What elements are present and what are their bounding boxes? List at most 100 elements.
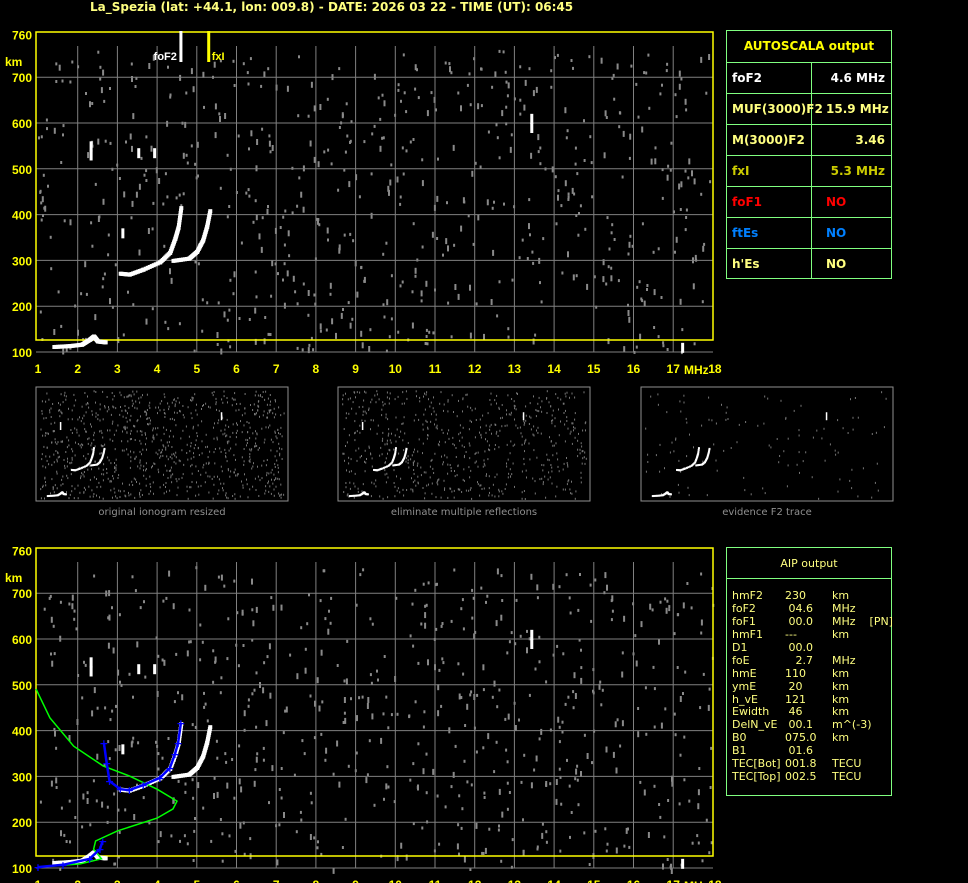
aip-row: D1 00.0	[727, 641, 891, 654]
thumbnail-noise	[66, 446, 68, 449]
thumbnail-noise	[92, 495, 94, 498]
noise-dot	[607, 265, 610, 269]
noise-dot	[270, 294, 273, 298]
noise-dot	[583, 159, 586, 162]
noise-dot	[662, 344, 665, 348]
noise-dot	[488, 827, 491, 831]
thumbnail-noise	[226, 460, 228, 463]
thumbnail-noise	[78, 466, 80, 469]
thumbnail-noise	[440, 496, 442, 499]
noise-dot	[640, 297, 643, 301]
noise-dot	[659, 600, 662, 604]
noise-dot	[496, 568, 499, 575]
noise-dot	[119, 680, 121, 684]
noise-dot	[652, 250, 655, 254]
thumbnail-noise	[48, 463, 50, 466]
noise-dot	[355, 603, 358, 607]
plot-frame	[35, 31, 714, 341]
noise-dot	[312, 348, 315, 352]
thumbnail-noise	[104, 443, 106, 446]
thumbnail-noise	[129, 419, 131, 422]
thumbnail-noise	[129, 466, 131, 469]
thumbnail-noise	[564, 423, 566, 426]
noise-dot	[177, 691, 179, 695]
noise-dot	[437, 157, 439, 161]
thumbnail-noise	[266, 471, 268, 474]
thumbnail-noise	[59, 409, 61, 412]
noise-dot	[437, 684, 440, 691]
thumbnail-trace	[707, 452, 710, 455]
thumbnail-trace	[102, 453, 105, 456]
thumbnail-noise	[706, 494, 708, 497]
thumbnail-noise	[498, 446, 500, 449]
noise-dot	[55, 80, 58, 83]
thumbnail-noise	[437, 483, 439, 486]
noise-dot	[60, 324, 63, 328]
thumbnail-noise	[243, 460, 245, 463]
thumbnail-noise	[135, 400, 137, 403]
noise-dot	[528, 693, 531, 697]
noise-dot	[460, 826, 463, 830]
thumbnail-noise	[258, 405, 260, 408]
thumbnail-noise	[389, 439, 391, 442]
noise-dot	[131, 200, 134, 207]
thumbnail-noise	[259, 415, 260, 418]
thumbnail-noise	[100, 485, 102, 488]
noise-dot	[159, 831, 162, 838]
thumbnail-noise	[414, 448, 415, 451]
thumbnail-noise	[542, 483, 544, 486]
thumbnail-noise	[231, 404, 233, 407]
thumbnail-noise	[95, 391, 97, 393]
thumbnail-noise	[423, 395, 424, 398]
thumbnail-noise	[524, 440, 526, 443]
thumbnail-noise	[88, 437, 90, 440]
thumbnail-trace	[660, 494, 663, 497]
thumbnail-noise	[384, 469, 386, 472]
noise-dot	[243, 852, 246, 856]
noise-dot	[278, 788, 281, 791]
thumbnail-noise	[251, 467, 253, 470]
trace-point-F2_x	[208, 725, 213, 730]
noise-dot	[166, 120, 169, 127]
noise-dot	[450, 619, 453, 623]
noise-dot	[89, 823, 92, 827]
thumbnail-trace	[48, 494, 51, 497]
noise-dot	[693, 178, 696, 185]
noise-dot	[630, 64, 633, 68]
noise-dot	[469, 868, 472, 871]
noise-dot	[338, 781, 341, 788]
y-tick-label: 700	[12, 71, 32, 85]
noise-dot	[42, 173, 45, 177]
noise-dot	[580, 648, 582, 652]
noise-dot	[363, 276, 366, 283]
noise-dot	[651, 608, 654, 612]
thumbnail-noise	[353, 482, 355, 485]
thumbnail-noise	[713, 443, 715, 446]
noise-dot	[107, 642, 110, 649]
noise-dot	[343, 233, 346, 237]
noise-dot	[53, 652, 56, 656]
thumbnail-noise	[109, 429, 111, 432]
thumbnail-noise	[798, 434, 800, 437]
thumbnail-noise	[242, 486, 244, 489]
thumbnail-noise	[725, 411, 727, 414]
noise-dot	[515, 598, 518, 602]
thumbnail-noise	[348, 470, 350, 473]
noise-dot	[108, 614, 111, 621]
noise-dot	[505, 122, 508, 126]
thumbnail-noise	[274, 430, 276, 433]
thumbnail-noise	[62, 475, 64, 478]
thumbnail-noise	[874, 481, 876, 484]
thumbnail-trace	[100, 458, 103, 461]
thumbnail-noise	[261, 464, 263, 467]
thumbnail-noise	[693, 446, 694, 449]
thumbnail-noise	[90, 423, 91, 426]
noise-dot	[112, 647, 115, 654]
noise-dot	[483, 333, 485, 340]
noise-dot	[261, 216, 264, 220]
thumbnail-noise	[428, 398, 429, 401]
noise-dot	[557, 189, 560, 193]
noise-dot	[172, 603, 175, 610]
thumbnail-noise	[491, 494, 493, 497]
noise-dot	[65, 840, 68, 843]
